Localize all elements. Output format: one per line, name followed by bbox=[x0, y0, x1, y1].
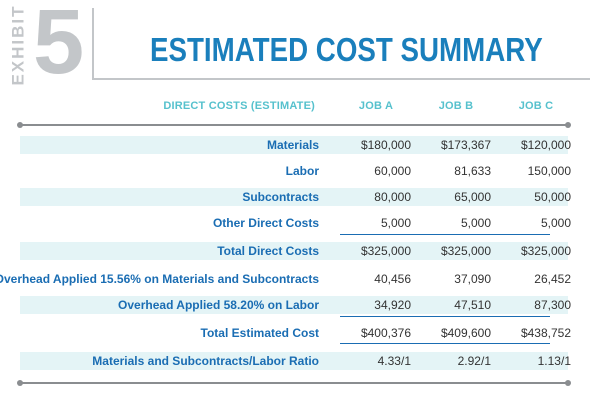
table-row: Total Estimated Cost $400,376 $409,600 $… bbox=[20, 324, 571, 342]
bottom-rule bbox=[17, 380, 571, 386]
page-title: ESTIMATED COST SUMMARY bbox=[150, 31, 543, 68]
cell-job-b: 5,000 bbox=[460, 216, 491, 230]
row-label: Subcontracts bbox=[242, 190, 319, 204]
cell-job-a: 60,000 bbox=[374, 164, 411, 178]
table-row: Subcontracts 80,000 65,000 50,000 bbox=[20, 188, 571, 206]
table-header: DIRECT COSTS (ESTIMATE) JOB A JOB B JOB … bbox=[0, 100, 600, 114]
row-label: Other Direct Costs bbox=[212, 216, 319, 230]
cell-job-a: $400,376 bbox=[360, 326, 411, 340]
exhibit-number: 5 bbox=[33, 0, 85, 93]
row-label: Materials bbox=[266, 138, 319, 152]
cell-job-c: 50,000 bbox=[534, 190, 571, 204]
table-row: Materials $180,000 $173,367 $120,000 bbox=[20, 136, 571, 154]
cell-job-c: 150,000 bbox=[527, 164, 571, 178]
row-label: Materials and Subcontracts/Labor Ratio bbox=[92, 354, 319, 368]
cell-job-b: 37,090 bbox=[454, 272, 491, 286]
cell-job-b: 81,633 bbox=[454, 164, 491, 178]
top-rule bbox=[17, 122, 571, 128]
cell-job-a: 5,000 bbox=[380, 216, 411, 230]
row-label: Labor bbox=[285, 164, 319, 178]
table-row: Total Direct Costs $325,000 $325,000 $32… bbox=[20, 242, 571, 260]
cell-job-b: 47,510 bbox=[454, 298, 491, 312]
exhibit-word: EXHIBIT bbox=[9, 4, 28, 86]
subtotal-underline bbox=[340, 234, 550, 235]
row-label: Overhead Applied 58.20% on Labor bbox=[118, 298, 319, 312]
table-row: Overhead Applied 58.20% on Labor 34,920 … bbox=[20, 296, 571, 314]
cell-job-b: 2.92/1 bbox=[457, 354, 491, 368]
cell-job-c: 5,000 bbox=[540, 216, 571, 230]
cell-job-c: 87,300 bbox=[534, 298, 571, 312]
table-row: Other Direct Costs 5,000 5,000 5,000 bbox=[20, 214, 571, 232]
row-label: Total Direct Costs bbox=[217, 244, 319, 258]
cell-job-a: $325,000 bbox=[360, 244, 411, 258]
cell-job-a: 34,920 bbox=[374, 298, 411, 312]
header-job-c: JOB C bbox=[518, 100, 554, 112]
cell-job-c: $438,752 bbox=[520, 326, 571, 340]
cell-job-a: 80,000 bbox=[374, 190, 411, 204]
table-row: Labor 60,000 81,633 150,000 bbox=[20, 162, 571, 180]
header-job-a: JOB A bbox=[358, 100, 394, 112]
cell-job-c: $120,000 bbox=[520, 138, 571, 152]
cell-job-b: $173,367 bbox=[440, 138, 491, 152]
header-direct-costs: DIRECT COSTS (ESTIMATE) bbox=[163, 100, 315, 112]
subtotal-underline bbox=[340, 316, 550, 317]
exhibit-vertical-divider bbox=[92, 8, 94, 80]
table-row: Overhead Applied 15.56% on Materials and… bbox=[0, 270, 571, 288]
exhibit-horizontal-divider bbox=[92, 78, 590, 80]
cell-job-a: $180,000 bbox=[360, 138, 411, 152]
row-label: Overhead Applied 15.56% on Materials and… bbox=[0, 272, 319, 286]
cell-job-b: $409,600 bbox=[440, 326, 491, 340]
cell-job-c: $325,000 bbox=[520, 244, 571, 258]
header-job-b: JOB B bbox=[438, 100, 474, 112]
cell-job-a: 40,456 bbox=[374, 272, 411, 286]
table-row: Materials and Subcontracts/Labor Ratio 4… bbox=[20, 352, 571, 370]
row-label: Total Estimated Cost bbox=[200, 326, 319, 340]
cell-job-a: 4.33/1 bbox=[377, 354, 411, 368]
total-underline bbox=[340, 343, 550, 344]
cell-job-b: $325,000 bbox=[440, 244, 491, 258]
cell-job-c: 26,452 bbox=[534, 272, 571, 286]
cell-job-b: 65,000 bbox=[454, 190, 491, 204]
cell-job-c: 1.13/1 bbox=[537, 354, 571, 368]
